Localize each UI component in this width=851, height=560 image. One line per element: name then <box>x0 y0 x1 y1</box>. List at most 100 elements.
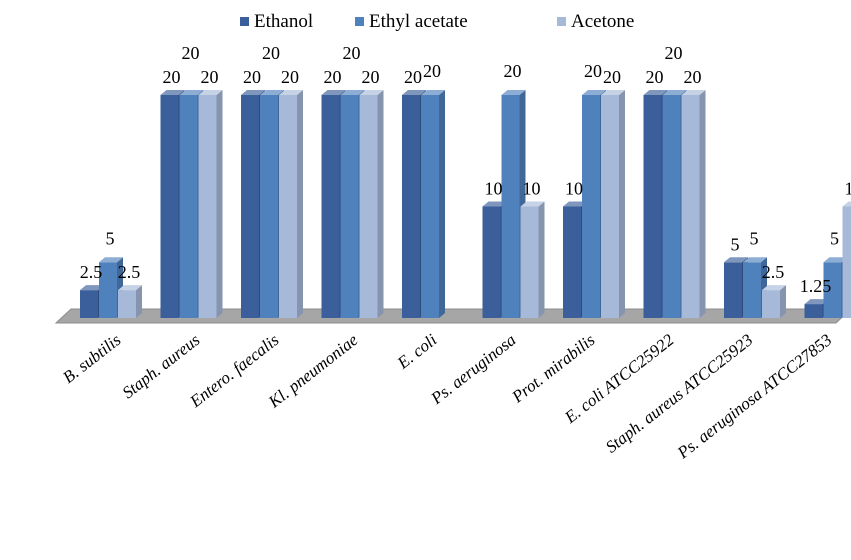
bar-front <box>563 206 581 318</box>
bar-front <box>743 262 761 318</box>
bar <box>279 90 303 318</box>
value-label: 10 <box>565 179 583 199</box>
legend: Ethanol Ethyl acetate Acetone <box>240 11 634 32</box>
bar <box>520 201 545 318</box>
bar-top <box>198 90 223 95</box>
bar-front <box>321 95 340 318</box>
bar-top <box>99 257 123 263</box>
value-label: 20 <box>182 43 200 63</box>
bar-front <box>681 95 700 318</box>
bar <box>762 285 786 318</box>
legend-label: Ethanol <box>254 11 313 32</box>
bar-top <box>582 90 606 95</box>
category-label: Ps. aeruginosa <box>427 330 520 408</box>
value-label: 10 <box>485 179 503 199</box>
legend-item: Acetone <box>557 11 634 32</box>
value-label: 20 <box>684 67 702 87</box>
bar-front <box>762 290 780 318</box>
bar-front <box>198 95 217 318</box>
bar <box>198 90 223 318</box>
legend-label: Acetone <box>571 11 634 32</box>
bar-top <box>601 90 625 95</box>
bars-group <box>80 90 851 318</box>
bar-front <box>402 95 420 318</box>
bar <box>842 201 851 318</box>
value-label: 20 <box>201 67 219 87</box>
bar-top <box>80 285 104 291</box>
bar-top <box>260 90 284 95</box>
bar-top <box>804 299 829 305</box>
bar-top <box>179 90 204 95</box>
bar-front <box>340 95 359 318</box>
value-label: 20 <box>404 67 422 87</box>
bar-front <box>80 290 98 318</box>
bar <box>118 285 142 318</box>
bar-front <box>520 206 539 318</box>
bar-front <box>118 290 136 318</box>
value-label: 5 <box>106 228 115 248</box>
bar-top <box>762 285 786 291</box>
bar-front <box>823 262 842 318</box>
bar <box>359 90 384 318</box>
bar <box>681 90 706 318</box>
value-label: 20 <box>362 67 380 87</box>
legend-swatch <box>240 17 249 26</box>
bar <box>743 257 767 318</box>
bar-front <box>260 95 278 318</box>
bar-top <box>643 90 668 95</box>
bar-side <box>216 90 223 318</box>
category-label: Ps. aeruginosa ATCC27853 <box>673 330 835 463</box>
bar-top <box>724 257 748 263</box>
category-label: Staph. aureus ATCC25923 <box>602 330 756 457</box>
value-label: 20 <box>281 67 299 87</box>
bar-top <box>160 90 185 95</box>
value-label: 2.5 <box>762 262 785 282</box>
legend-swatch <box>557 17 566 26</box>
bar-side <box>297 90 303 318</box>
value-label: 5 <box>750 228 759 248</box>
bar-top <box>681 90 706 95</box>
bar-top <box>118 285 142 291</box>
value-label: 20 <box>504 61 522 81</box>
value-label: 20 <box>243 67 261 87</box>
value-label: 10 <box>523 179 541 199</box>
bar-front <box>582 95 600 318</box>
value-label: 20 <box>343 43 361 63</box>
bar-front <box>179 95 198 318</box>
bar-front <box>160 95 179 318</box>
value-label: 1.25 <box>800 276 832 296</box>
bar-front <box>724 262 742 318</box>
bar-top <box>563 201 587 207</box>
bar-top <box>321 90 346 95</box>
bar-front <box>241 95 259 318</box>
legend-swatch <box>355 17 364 26</box>
value-label: 5 <box>731 234 740 254</box>
bar-side <box>538 201 545 318</box>
value-label: 20 <box>423 61 441 81</box>
bar-side <box>136 285 142 318</box>
bar-top <box>520 201 545 207</box>
bar-top <box>279 90 303 95</box>
value-label: 20 <box>665 43 683 63</box>
legend-item: Ethanol <box>240 11 313 32</box>
bar-front <box>643 95 662 318</box>
bar <box>421 90 445 318</box>
value-label: 2.5 <box>118 262 141 282</box>
bar-front <box>662 95 681 318</box>
value-label: 20 <box>262 43 280 63</box>
value-label: 20 <box>646 67 664 87</box>
bar-top <box>743 257 767 263</box>
bar-front <box>279 95 297 318</box>
bar-front <box>99 262 117 318</box>
bar-side <box>439 90 445 318</box>
value-label: 20 <box>603 67 621 87</box>
bar-front <box>804 304 823 318</box>
bar-top <box>241 90 265 95</box>
bar-top <box>662 90 687 95</box>
value-label: 20 <box>324 67 342 87</box>
value-label: 5 <box>830 228 839 248</box>
bar-front <box>359 95 378 318</box>
